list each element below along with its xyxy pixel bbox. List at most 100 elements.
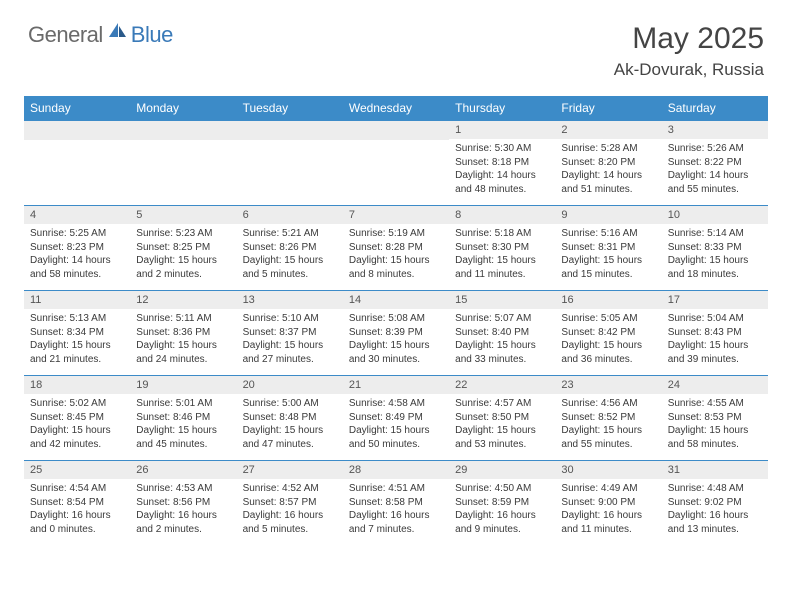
day-number: 27 (237, 461, 343, 479)
day-number: 7 (343, 206, 449, 224)
daylight-text: Daylight: 15 hours and 55 minutes. (561, 424, 655, 451)
daylight-text: Daylight: 16 hours and 13 minutes. (668, 509, 762, 536)
day-number: 4 (24, 206, 130, 224)
daylight-text: Daylight: 15 hours and 11 minutes. (455, 254, 549, 281)
sunset-text: Sunset: 8:57 PM (243, 496, 337, 510)
sunrise-text: Sunrise: 5:18 AM (455, 227, 549, 241)
day-number: 17 (662, 291, 768, 309)
sunset-text: Sunset: 8:23 PM (30, 241, 124, 255)
day-content: Sunrise: 5:00 AMSunset: 8:48 PMDaylight:… (237, 394, 343, 455)
day-number: 9 (555, 206, 661, 224)
sunset-text: Sunset: 8:56 PM (136, 496, 230, 510)
day-cell: 27Sunrise: 4:52 AMSunset: 8:57 PMDayligh… (237, 461, 343, 545)
sunset-text: Sunset: 8:28 PM (349, 241, 443, 255)
day-cell: 20Sunrise: 5:00 AMSunset: 8:48 PMDayligh… (237, 376, 343, 460)
day-cell: 19Sunrise: 5:01 AMSunset: 8:46 PMDayligh… (130, 376, 236, 460)
day-cell: 13Sunrise: 5:10 AMSunset: 8:37 PMDayligh… (237, 291, 343, 375)
daylight-text: Daylight: 14 hours and 48 minutes. (455, 169, 549, 196)
daylight-text: Daylight: 15 hours and 47 minutes. (243, 424, 337, 451)
daylight-text: Daylight: 15 hours and 33 minutes. (455, 339, 549, 366)
day-cell: 28Sunrise: 4:51 AMSunset: 8:58 PMDayligh… (343, 461, 449, 545)
sunset-text: Sunset: 8:33 PM (668, 241, 762, 255)
day-number: 25 (24, 461, 130, 479)
sunset-text: Sunset: 8:36 PM (136, 326, 230, 340)
day-number: 29 (449, 461, 555, 479)
day-content: Sunrise: 4:48 AMSunset: 9:02 PMDaylight:… (662, 479, 768, 540)
sunrise-text: Sunrise: 5:08 AM (349, 312, 443, 326)
sunrise-text: Sunrise: 4:54 AM (30, 482, 124, 496)
day-content: Sunrise: 5:26 AMSunset: 8:22 PMDaylight:… (662, 139, 768, 200)
sunset-text: Sunset: 8:25 PM (136, 241, 230, 255)
sunset-text: Sunset: 8:31 PM (561, 241, 655, 255)
logo-text-blue: Blue (131, 22, 173, 48)
sunset-text: Sunset: 8:59 PM (455, 496, 549, 510)
week-row: 11Sunrise: 5:13 AMSunset: 8:34 PMDayligh… (24, 290, 768, 375)
day-cell: 30Sunrise: 4:49 AMSunset: 9:00 PMDayligh… (555, 461, 661, 545)
sunrise-text: Sunrise: 5:28 AM (561, 142, 655, 156)
logo-text-general: General (28, 22, 103, 48)
day-number: 13 (237, 291, 343, 309)
day-cell: 18Sunrise: 5:02 AMSunset: 8:45 PMDayligh… (24, 376, 130, 460)
day-cell: 22Sunrise: 4:57 AMSunset: 8:50 PMDayligh… (449, 376, 555, 460)
day-content: Sunrise: 4:54 AMSunset: 8:54 PMDaylight:… (24, 479, 130, 540)
daylight-text: Daylight: 16 hours and 11 minutes. (561, 509, 655, 536)
sunrise-text: Sunrise: 5:23 AM (136, 227, 230, 241)
day-content: Sunrise: 5:04 AMSunset: 8:43 PMDaylight:… (662, 309, 768, 370)
sunset-text: Sunset: 8:46 PM (136, 411, 230, 425)
daylight-text: Daylight: 15 hours and 18 minutes. (668, 254, 762, 281)
day-content: Sunrise: 5:28 AMSunset: 8:20 PMDaylight:… (555, 139, 661, 200)
daylight-text: Daylight: 15 hours and 36 minutes. (561, 339, 655, 366)
day-cell (237, 121, 343, 205)
week-row: 25Sunrise: 4:54 AMSunset: 8:54 PMDayligh… (24, 460, 768, 545)
day-number: 3 (662, 121, 768, 139)
header: General Blue May 2025 Ak-Dovurak, Russia (0, 0, 792, 88)
weekday-header: Saturday (662, 96, 768, 120)
sunset-text: Sunset: 8:53 PM (668, 411, 762, 425)
day-content: Sunrise: 5:14 AMSunset: 8:33 PMDaylight:… (662, 224, 768, 285)
sunset-text: Sunset: 8:30 PM (455, 241, 549, 255)
day-cell: 12Sunrise: 5:11 AMSunset: 8:36 PMDayligh… (130, 291, 236, 375)
weekday-header: Wednesday (343, 96, 449, 120)
day-cell (24, 121, 130, 205)
sunrise-text: Sunrise: 4:57 AM (455, 397, 549, 411)
sunset-text: Sunset: 8:40 PM (455, 326, 549, 340)
weekday-header: Sunday (24, 96, 130, 120)
day-cell: 3Sunrise: 5:26 AMSunset: 8:22 PMDaylight… (662, 121, 768, 205)
day-content: Sunrise: 4:49 AMSunset: 9:00 PMDaylight:… (555, 479, 661, 540)
day-number: 26 (130, 461, 236, 479)
day-cell: 10Sunrise: 5:14 AMSunset: 8:33 PMDayligh… (662, 206, 768, 290)
sunrise-text: Sunrise: 5:11 AM (136, 312, 230, 326)
logo-sail-icon (107, 21, 129, 44)
sunrise-text: Sunrise: 5:21 AM (243, 227, 337, 241)
daylight-text: Daylight: 15 hours and 8 minutes. (349, 254, 443, 281)
day-content: Sunrise: 4:55 AMSunset: 8:53 PMDaylight:… (662, 394, 768, 455)
day-number: 14 (343, 291, 449, 309)
day-number (237, 121, 343, 140)
day-number: 18 (24, 376, 130, 394)
daylight-text: Daylight: 15 hours and 2 minutes. (136, 254, 230, 281)
day-content: Sunrise: 5:18 AMSunset: 8:30 PMDaylight:… (449, 224, 555, 285)
title-block: May 2025 Ak-Dovurak, Russia (614, 22, 764, 80)
daylight-text: Daylight: 15 hours and 15 minutes. (561, 254, 655, 281)
day-cell: 23Sunrise: 4:56 AMSunset: 8:52 PMDayligh… (555, 376, 661, 460)
daylight-text: Daylight: 16 hours and 2 minutes. (136, 509, 230, 536)
day-number: 30 (555, 461, 661, 479)
sunrise-text: Sunrise: 4:51 AM (349, 482, 443, 496)
day-content: Sunrise: 4:52 AMSunset: 8:57 PMDaylight:… (237, 479, 343, 540)
daylight-text: Daylight: 16 hours and 0 minutes. (30, 509, 124, 536)
weekday-header: Tuesday (237, 96, 343, 120)
day-content: Sunrise: 5:21 AMSunset: 8:26 PMDaylight:… (237, 224, 343, 285)
sunrise-text: Sunrise: 4:50 AM (455, 482, 549, 496)
sunrise-text: Sunrise: 4:56 AM (561, 397, 655, 411)
sunrise-text: Sunrise: 5:30 AM (455, 142, 549, 156)
sunrise-text: Sunrise: 5:16 AM (561, 227, 655, 241)
day-number: 16 (555, 291, 661, 309)
sunrise-text: Sunrise: 5:00 AM (243, 397, 337, 411)
day-cell: 21Sunrise: 4:58 AMSunset: 8:49 PMDayligh… (343, 376, 449, 460)
daylight-text: Daylight: 15 hours and 5 minutes. (243, 254, 337, 281)
day-cell: 17Sunrise: 5:04 AMSunset: 8:43 PMDayligh… (662, 291, 768, 375)
daylight-text: Daylight: 15 hours and 58 minutes. (668, 424, 762, 451)
sunset-text: Sunset: 8:58 PM (349, 496, 443, 510)
day-number: 12 (130, 291, 236, 309)
day-number (24, 121, 130, 140)
